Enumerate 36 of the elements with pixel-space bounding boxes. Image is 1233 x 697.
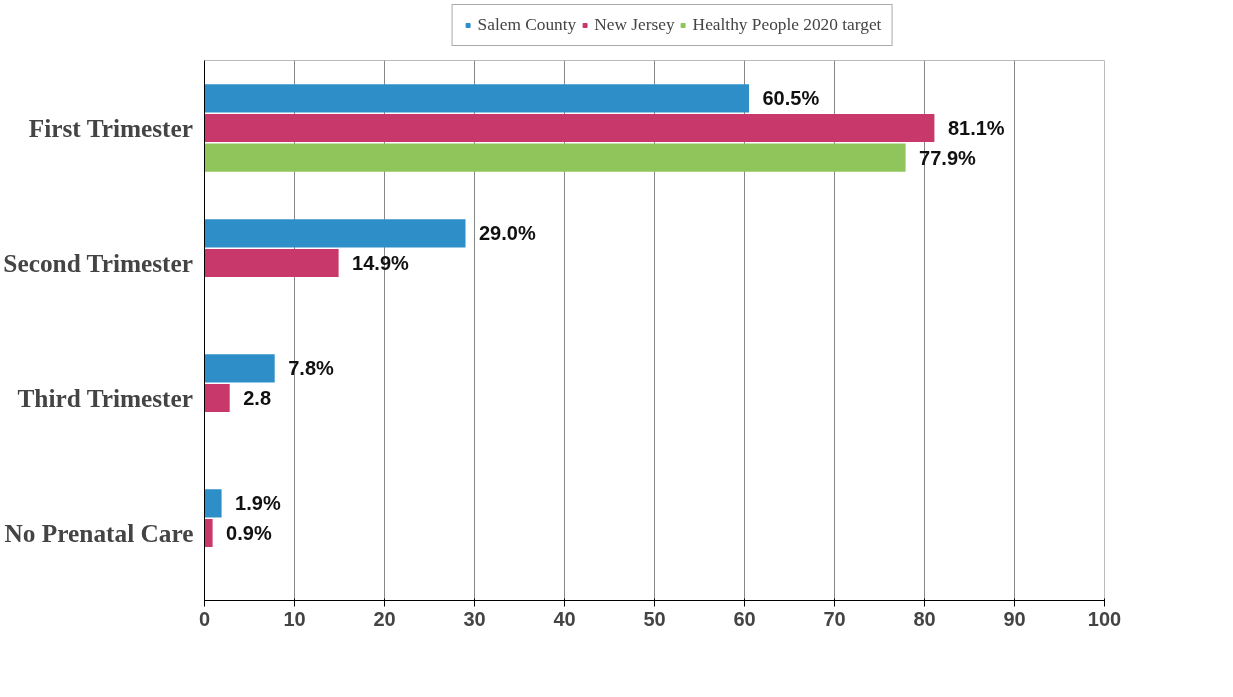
bar [204, 354, 275, 383]
y-tick-label: Third Trimester [17, 384, 194, 412]
y-tick-label: Second Trimester [3, 249, 194, 277]
bar [204, 113, 935, 143]
legend-label: Healthy People 2020 target [692, 15, 882, 35]
bar [204, 383, 230, 413]
legend-label: Salem County [477, 15, 577, 35]
bar [204, 489, 222, 518]
bar [204, 219, 466, 248]
data-label: 81.1% [947, 117, 1005, 139]
x-tick-label: 0 [198, 607, 211, 630]
x-tick-label: 80 [913, 607, 936, 630]
data-label: 60.5% [762, 87, 820, 110]
x-tick-label: 90 [1003, 607, 1026, 630]
x-tick-label: 30 [463, 607, 486, 630]
x-tick-label: 100 [1087, 607, 1122, 630]
x-tick-label: 20 [373, 607, 396, 630]
x-tick-label: 50 [643, 607, 666, 630]
bar [204, 248, 339, 278]
x-tick-label: 40 [553, 607, 576, 630]
y-tick-label: No Prenatal Care [4, 519, 194, 547]
x-tick-label: 60 [733, 607, 756, 630]
data-label: 29.0% [479, 222, 536, 245]
data-label: 14.9% [352, 252, 410, 274]
bar [204, 84, 749, 113]
data-label: 77.9% [919, 146, 977, 169]
legend-label: New Jersey [594, 15, 675, 35]
bar [204, 518, 213, 548]
data-label: 0.9% [226, 522, 272, 544]
x-tick-label: 70 [823, 607, 846, 630]
x-tick-label: 10 [283, 607, 306, 630]
data-label: 1.9% [235, 492, 281, 515]
data-label: 7.8% [288, 357, 334, 380]
data-label: 2.8 [243, 387, 272, 409]
bar [204, 143, 906, 172]
y-tick-label: First Trimester [28, 114, 194, 142]
